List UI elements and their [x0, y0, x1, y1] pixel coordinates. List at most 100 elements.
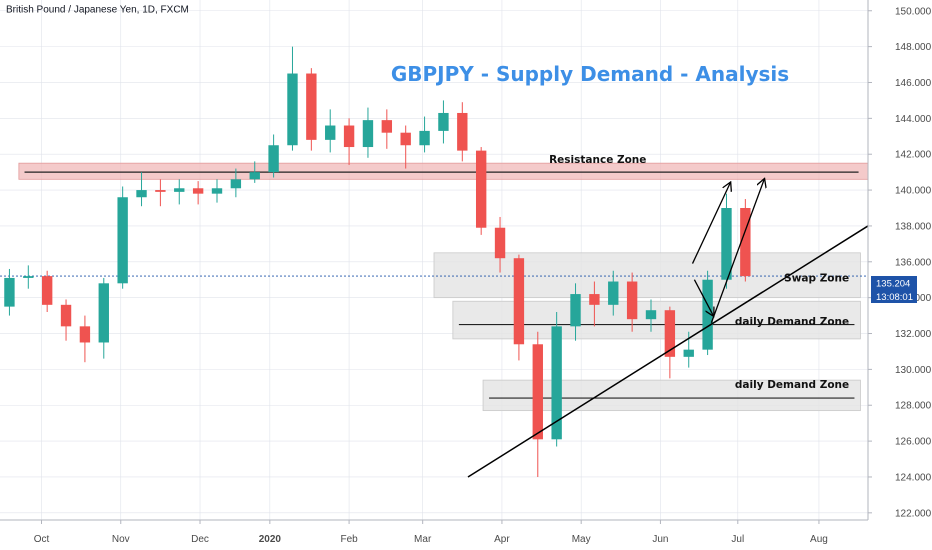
candle: [155, 179, 166, 207]
candle: [362, 107, 374, 158]
candle-body: [513, 258, 525, 345]
candle-body: [268, 145, 279, 173]
candle-body: [174, 188, 185, 192]
zone-box: [18, 162, 869, 180]
candle-body: [192, 188, 204, 194]
y-tick-label: 124.000: [895, 472, 932, 483]
candle-body: [608, 281, 619, 305]
candle-body: [494, 227, 506, 259]
y-tick-label: 132.000: [895, 329, 932, 340]
candle-body: [136, 190, 147, 198]
candle: [268, 134, 279, 178]
x-tick-label: Feb: [340, 534, 358, 545]
candle-body: [740, 208, 751, 277]
candle: [570, 283, 581, 341]
last-price-tag-bg: [871, 276, 917, 290]
x-tick-label: 2020: [259, 534, 282, 545]
candle: [740, 199, 751, 282]
candle: [494, 216, 506, 273]
candle: [645, 299, 657, 332]
candle: [287, 46, 298, 151]
x-tick-label: Aug: [810, 534, 828, 545]
symbol-label: British Pound / Japanese Yen, 1D, FXCM: [6, 5, 189, 16]
candle-body: [41, 276, 53, 305]
last-price-tag: 135.204 13:08:01: [871, 276, 917, 303]
candle: [306, 68, 317, 151]
x-tick-label: Nov: [112, 534, 130, 545]
candle-body: [343, 125, 355, 148]
candle: [721, 193, 732, 289]
candle: [230, 168, 242, 198]
countdown-tag-bg: [871, 290, 917, 303]
y-tick-label: 142.000: [895, 150, 932, 161]
y-tick-label: 144.000: [895, 114, 932, 125]
y-tick-label: 122.000: [895, 508, 932, 519]
y-tick-label: 138.000: [895, 221, 932, 232]
candle-body: [23, 276, 34, 278]
y-tick-label: 150.000: [895, 6, 932, 17]
candle-body: [532, 344, 543, 440]
candle-body: [457, 112, 468, 151]
candle-body: [626, 281, 638, 320]
y-tick-labels: 122.000 124.000 126.000 128.000 130.000 132.0…: [868, 6, 932, 519]
candle: [551, 312, 562, 447]
candle: [60, 299, 72, 341]
candle: [532, 331, 543, 477]
candle-body: [60, 304, 72, 327]
zone-box: [482, 379, 861, 412]
candle: [475, 147, 487, 235]
candle-body: [683, 349, 694, 357]
price-axis: [0, 0, 869, 521]
candle-body: [230, 179, 242, 189]
y-tick-label: 136.000: [895, 257, 932, 268]
y-tick-label: 130.000: [895, 365, 932, 376]
candle-body: [551, 326, 562, 440]
candle-body: [79, 326, 91, 343]
candle: [23, 265, 34, 289]
candle-body: [117, 197, 128, 284]
candle: [136, 172, 147, 207]
candle-body: [4, 277, 15, 307]
last-price-label: 135.204: [876, 279, 910, 290]
candle-body: [325, 125, 336, 140]
candle-body: [400, 132, 411, 146]
candle: [211, 179, 223, 203]
candle-body: [702, 279, 713, 350]
projection-arrow: [710, 179, 764, 323]
candle-body: [645, 310, 657, 320]
candle-body: [306, 73, 317, 140]
projection-arrow: [691, 183, 731, 264]
candle-body: [664, 310, 676, 357]
candle-body: [419, 130, 430, 146]
x-tick-label: Jun: [652, 534, 668, 545]
candle: [98, 277, 109, 359]
candle: [400, 125, 411, 169]
trendline: [467, 225, 869, 478]
candle: [117, 186, 128, 289]
candle: [664, 306, 676, 379]
chart-title: GBPJPY - Supply Demand - Analysis: [391, 62, 789, 86]
x-tick-label: Oct: [34, 534, 50, 545]
candle: [41, 270, 53, 312]
candle: [79, 315, 91, 363]
drawings: Resistance Zone Swap Zone daily Demand Zon…: [467, 154, 869, 478]
candle-body: [381, 120, 393, 133]
candle: [438, 100, 449, 144]
countdown-label: 13:08:01: [876, 292, 913, 303]
candle: [325, 109, 336, 153]
candle: [4, 268, 15, 316]
zone-label: Swap Zone: [784, 273, 849, 285]
candle-body: [721, 208, 732, 280]
x-tick-labels: Oct Nov Dec 2020 Feb Mar Apr May Jun Jul Aug: [34, 520, 828, 545]
y-tick-label: 128.000: [895, 401, 932, 412]
candle: [513, 254, 525, 361]
x-tick-label: May: [572, 534, 591, 545]
candle-body: [287, 73, 298, 146]
projection-arrow: [693, 279, 713, 316]
x-tick-label: Mar: [414, 534, 432, 545]
candle: [626, 272, 638, 332]
candle-body: [589, 294, 600, 305]
candle-body: [98, 283, 109, 343]
zone-label: Resistance Zone: [549, 154, 646, 166]
